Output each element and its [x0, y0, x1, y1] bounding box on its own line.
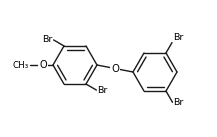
Text: CH₃: CH₃	[12, 61, 28, 69]
Text: O: O	[39, 60, 47, 70]
Text: Br: Br	[42, 35, 53, 44]
Text: Br: Br	[173, 33, 183, 42]
Text: O: O	[111, 64, 119, 73]
Text: Br: Br	[174, 98, 184, 107]
Text: Br: Br	[97, 85, 108, 95]
